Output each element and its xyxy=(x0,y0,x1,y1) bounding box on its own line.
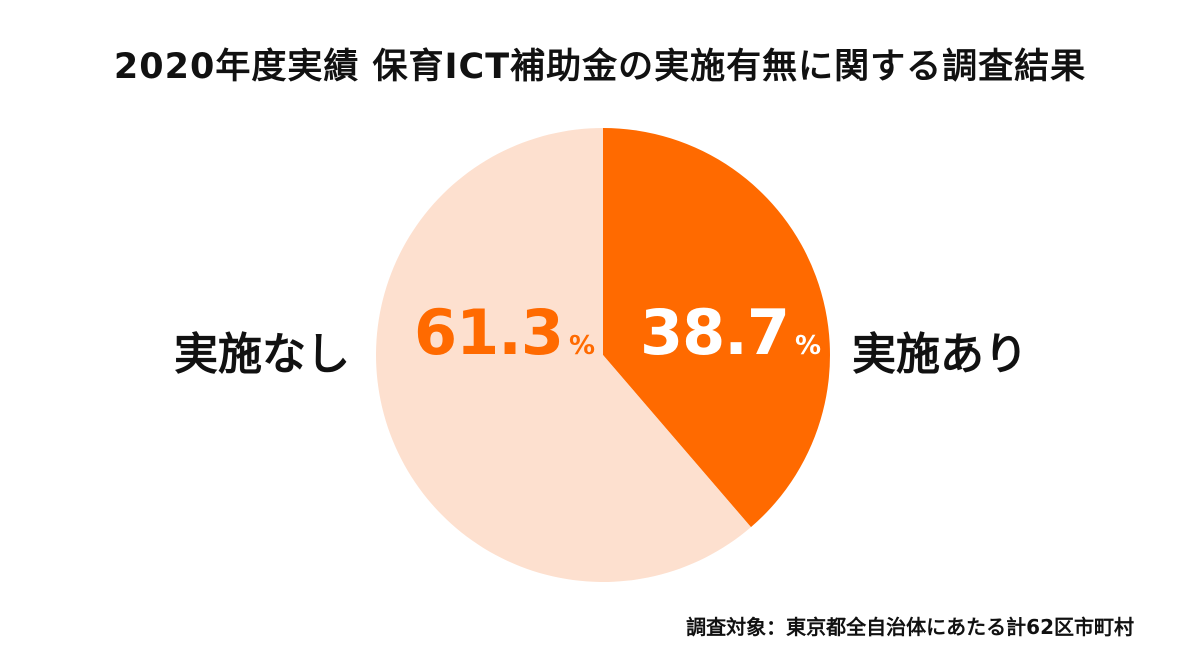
data-label-unit: % xyxy=(568,331,596,361)
data-label-unit: % xyxy=(794,331,822,361)
data-label-value: 61.3 xyxy=(414,296,564,369)
pie-slice-jisshi-ari xyxy=(603,128,830,528)
survey-footnote: 調査対象：東京都全自治体にあたる計62区市町村 xyxy=(686,615,1134,639)
slice-label-jisshi-ari: 実施あり xyxy=(852,329,1028,380)
data-label-jisshi-ari: 38.7% xyxy=(640,302,821,364)
slice-label-jisshi-nashi: 実施なし xyxy=(174,329,350,380)
chart-title: 2020年度実績 保育ICT補助金の実施有無に関する調査結果 xyxy=(113,47,1087,87)
data-label-jisshi-nashi: 61.3% xyxy=(414,302,595,364)
data-label-value: 38.7 xyxy=(640,296,790,369)
pie-slice-jisshi-nashi xyxy=(375,128,751,582)
